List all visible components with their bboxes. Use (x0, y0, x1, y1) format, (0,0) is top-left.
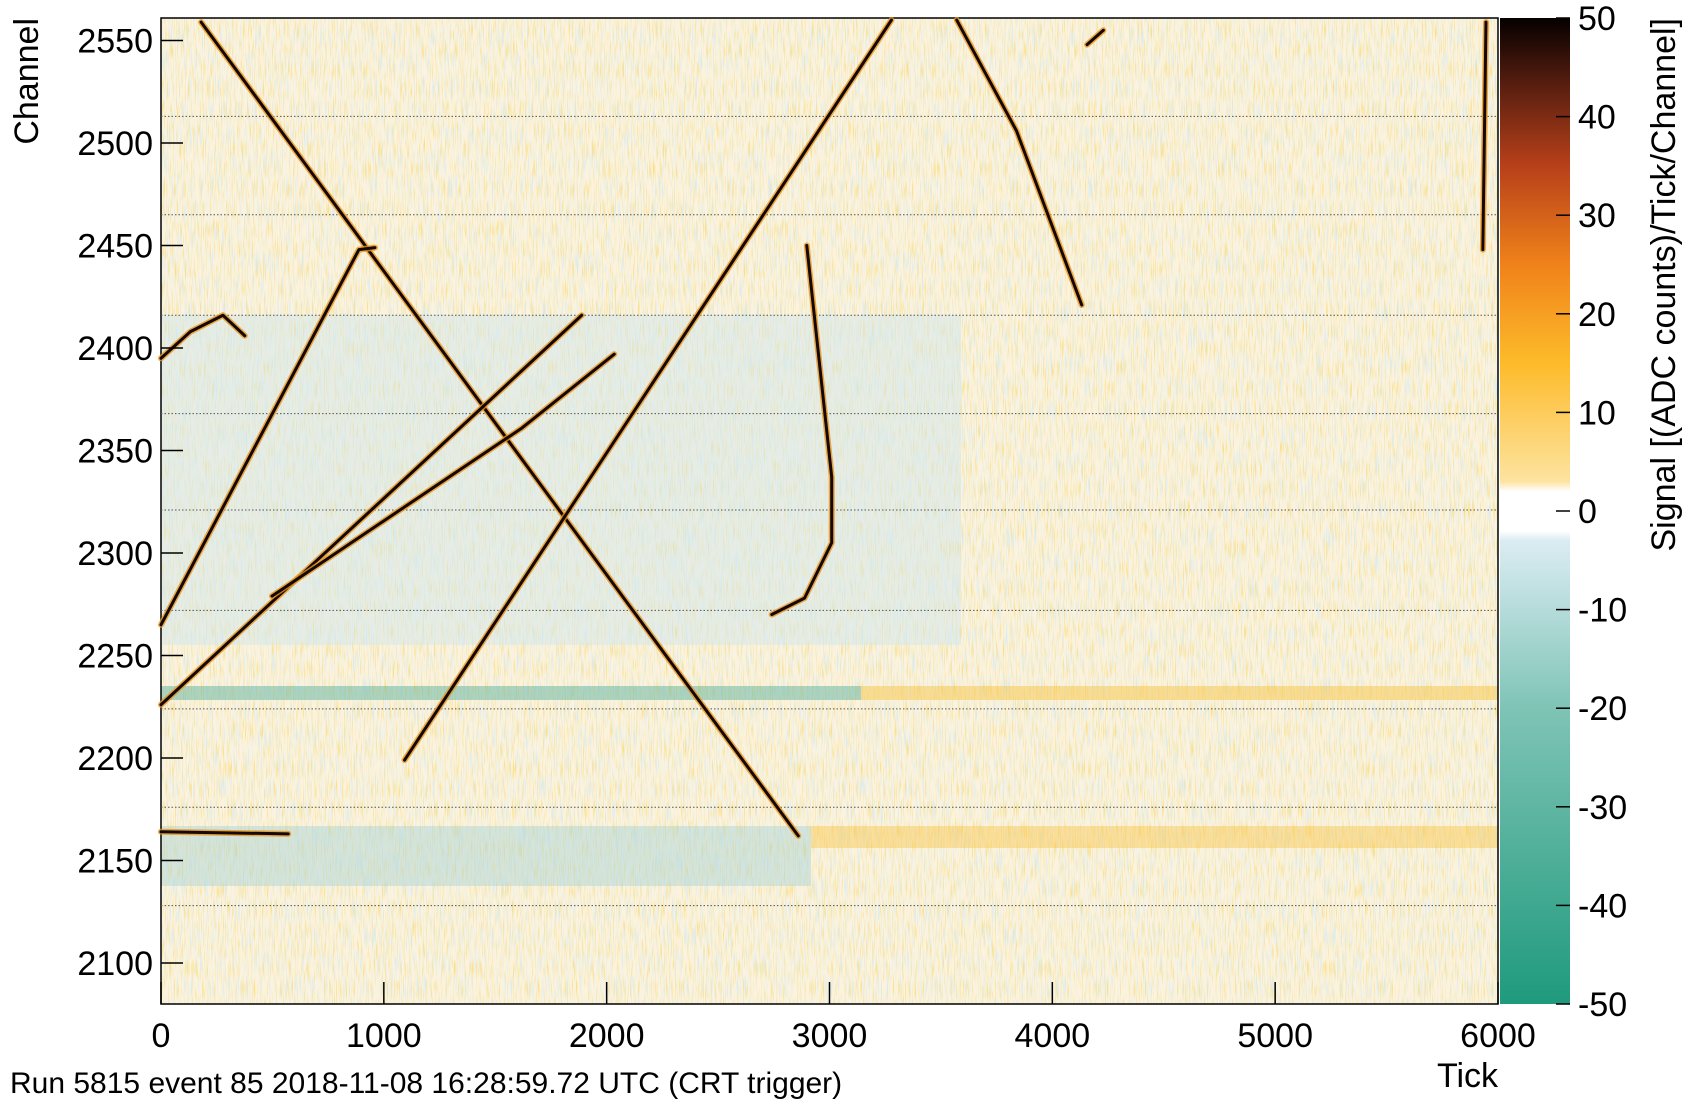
colorbar-tick-label: 30 (1578, 197, 1616, 235)
x-axis-label: Tick (1437, 1057, 1499, 1095)
footer: Run 5815 event 85 2018-11-08 16:28:59.72… (10, 1067, 842, 1100)
y-tick-label: 2500 (77, 125, 153, 163)
x-tick-label: 0 (152, 1017, 171, 1055)
x-tick-label: 1000 (346, 1017, 422, 1055)
colorbar-tick-label: 10 (1578, 394, 1616, 432)
colorbar-label: Signal [(ADC counts)/Tick/Channel] (1645, 18, 1683, 552)
track (199, 20, 800, 838)
x-tick-label: 4000 (1015, 1017, 1091, 1055)
x-tick-label: 2000 (569, 1017, 645, 1055)
track (159, 246, 377, 627)
colorbar-tick-label: -30 (1578, 789, 1627, 827)
x-tick-label: 3000 (792, 1017, 868, 1055)
colorbar-tick-label: 50 (1578, 0, 1616, 38)
track (955, 18, 1084, 307)
colorbar-tick-label: -20 (1578, 690, 1627, 728)
y-tick-label: 2100 (77, 945, 153, 983)
y-tick-label: 2300 (77, 535, 153, 573)
y-tick-label: 2250 (77, 638, 153, 676)
x-tick-label: 5000 (1237, 1017, 1313, 1055)
colorbar-tick-label: -40 (1578, 887, 1627, 925)
track (770, 244, 834, 617)
track (159, 313, 584, 707)
y-tick-label: 2150 (77, 843, 153, 881)
track (1481, 20, 1488, 252)
track (403, 18, 893, 762)
colorbar-tick-label: -10 (1578, 592, 1627, 630)
colorbar-tick-label: 20 (1578, 296, 1616, 334)
y-tick-label: 2200 (77, 740, 153, 778)
colorbar-tick-label: -50 (1578, 986, 1627, 1024)
y-tick-label: 2450 (77, 228, 153, 266)
track (1085, 28, 1105, 47)
colorbar-tick-label: 0 (1578, 493, 1597, 531)
track (270, 352, 616, 598)
y-tick-label: 2400 (77, 330, 153, 368)
colorbar-tick-label: 40 (1578, 99, 1616, 137)
track (159, 830, 290, 836)
y-tick-label: 2550 (77, 23, 153, 61)
y-axis-label: Channel (8, 18, 46, 145)
y-tick-label: 2350 (77, 433, 153, 471)
track (159, 313, 247, 360)
x-tick-label: 6000 (1460, 1017, 1536, 1055)
